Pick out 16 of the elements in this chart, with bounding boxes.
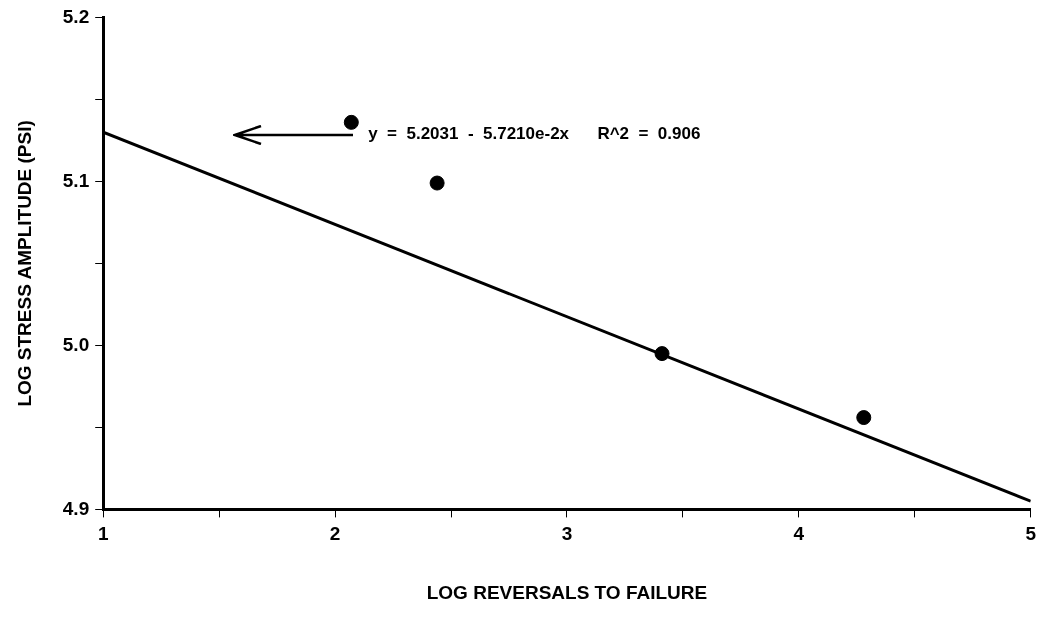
x-axis-title: LOG REVERSALS TO FAILURE <box>426 581 708 603</box>
x-tick-label: 1 <box>97 523 109 545</box>
y-tick-label: 5.0 <box>62 333 90 355</box>
y-axis-title: LOG STRESS AMPLITUDE (PSI) <box>13 120 35 407</box>
x-tick-label: 3 <box>561 523 573 545</box>
y-tick-label: 5.1 <box>62 169 90 191</box>
point <box>343 114 359 130</box>
y-tick-label: 5.2 <box>62 5 90 27</box>
x-tick-label: 5 <box>1025 523 1037 545</box>
y-tick-label: 4.9 <box>62 497 90 519</box>
x-tick-label: 2 <box>329 523 341 545</box>
point <box>429 175 445 191</box>
point <box>654 346 670 362</box>
annotation: y = 5.2031 - 5.7210e-2x R^2 = 0.906 <box>368 124 701 145</box>
x-tick-label: 4 <box>793 523 805 545</box>
point <box>856 410 872 426</box>
